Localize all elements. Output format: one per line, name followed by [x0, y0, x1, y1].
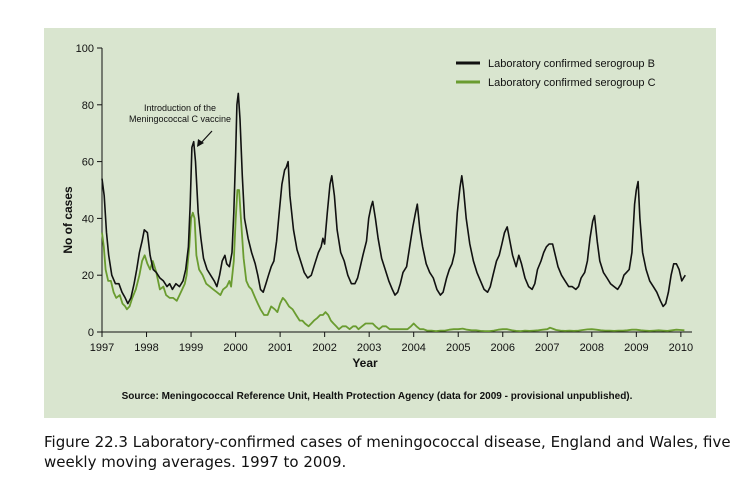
- y-tick-label: 100: [76, 43, 94, 55]
- x-axis-label: Year: [352, 356, 378, 370]
- y-axis-label: No of cases: [61, 186, 75, 254]
- x-tick-label: 2008: [580, 342, 604, 354]
- source-note: Source: Meningococcal Reference Unit, He…: [122, 391, 633, 402]
- x-tick-label: 2007: [535, 342, 559, 354]
- x-tick-label: 1997: [90, 342, 114, 354]
- y-tick-label: 40: [82, 213, 94, 225]
- legend-label-serogroup-c: Laboratory confirmed serogroup C: [488, 77, 656, 89]
- x-tick-label: 2003: [357, 342, 381, 354]
- series-lines: [101, 92, 686, 332]
- x-tick-label: 2001: [268, 342, 292, 354]
- x-tick-label: 2006: [491, 342, 515, 354]
- ticks: 0 20 40 60 80 100 1997 1998 1999 2000 2001 2002 2003…: [76, 43, 693, 354]
- x-tick-label: 1998: [134, 342, 158, 354]
- y-tick-label: 60: [82, 157, 94, 169]
- chart-panel: 0 20 40 60 80 100 1997 1998 1999 2000 2001 2002 2003…: [44, 28, 716, 418]
- y-tick-label: 20: [82, 270, 94, 282]
- x-tick-label: 2005: [446, 342, 470, 354]
- vaccine-annotation: Introduction of the Meningococcal C vacc…: [129, 103, 231, 147]
- line-chart: 0 20 40 60 80 100 1997 1998 1999 2000 2001 2002 2003…: [61, 43, 693, 402]
- x-tick-label: 2000: [223, 342, 247, 354]
- x-tick-label: 2004: [401, 342, 425, 354]
- series-line-serogroup-b: [101, 92, 686, 308]
- legend: Laboratory confirmed serogroup B Laborat…: [456, 58, 656, 89]
- x-tick-label: 2010: [669, 342, 693, 354]
- legend-label-serogroup-b: Laboratory confirmed serogroup B: [488, 58, 655, 70]
- x-tick-label: 2009: [624, 342, 648, 354]
- annotation-line-2: Meningococcal C vaccine: [129, 114, 231, 124]
- annotation-line-1: Introduction of the: [144, 103, 216, 113]
- y-tick-label: 80: [82, 100, 94, 112]
- series-line-serogroup-c: [101, 189, 685, 332]
- x-tick-label: 1999: [179, 342, 203, 354]
- figure-caption: Figure 22.3 Laboratory-confirmed cases o…: [44, 433, 731, 471]
- y-tick-label: 0: [88, 327, 94, 339]
- axes: [101, 48, 692, 333]
- x-tick-label: 2002: [312, 342, 336, 354]
- annotation-arrow-head: [197, 139, 204, 147]
